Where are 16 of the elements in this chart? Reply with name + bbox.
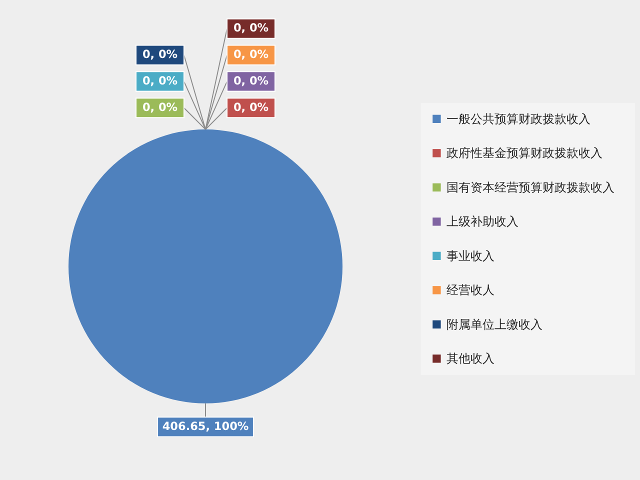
data-label: 406.65, 100%: [162, 420, 249, 433]
legend-label: 上级补助收入: [446, 214, 519, 229]
text: 0, 0%: [233, 74, 269, 88]
text: 0, 0%: [142, 74, 178, 88]
text: 0, 0%: [233, 22, 269, 35]
legend-label: 一般公共预算财政拨款收入: [446, 112, 591, 126]
legend-label: 国有资本经营预算财政拨款收入: [446, 180, 615, 194]
legend-label: 附属单位上缴收入: [446, 317, 543, 332]
legend-label: 其他收入: [446, 352, 495, 366]
legend-label: 事业收入: [446, 248, 495, 263]
legend-label: 政府性基金预算财政拨款收入: [446, 146, 603, 160]
text: 0, 0%: [142, 100, 178, 114]
text: 0, 0%: [233, 100, 269, 114]
legend-label: 经营收人: [446, 283, 495, 298]
text: 0, 0%: [233, 48, 269, 61]
text: 0, 0%: [142, 48, 178, 61]
